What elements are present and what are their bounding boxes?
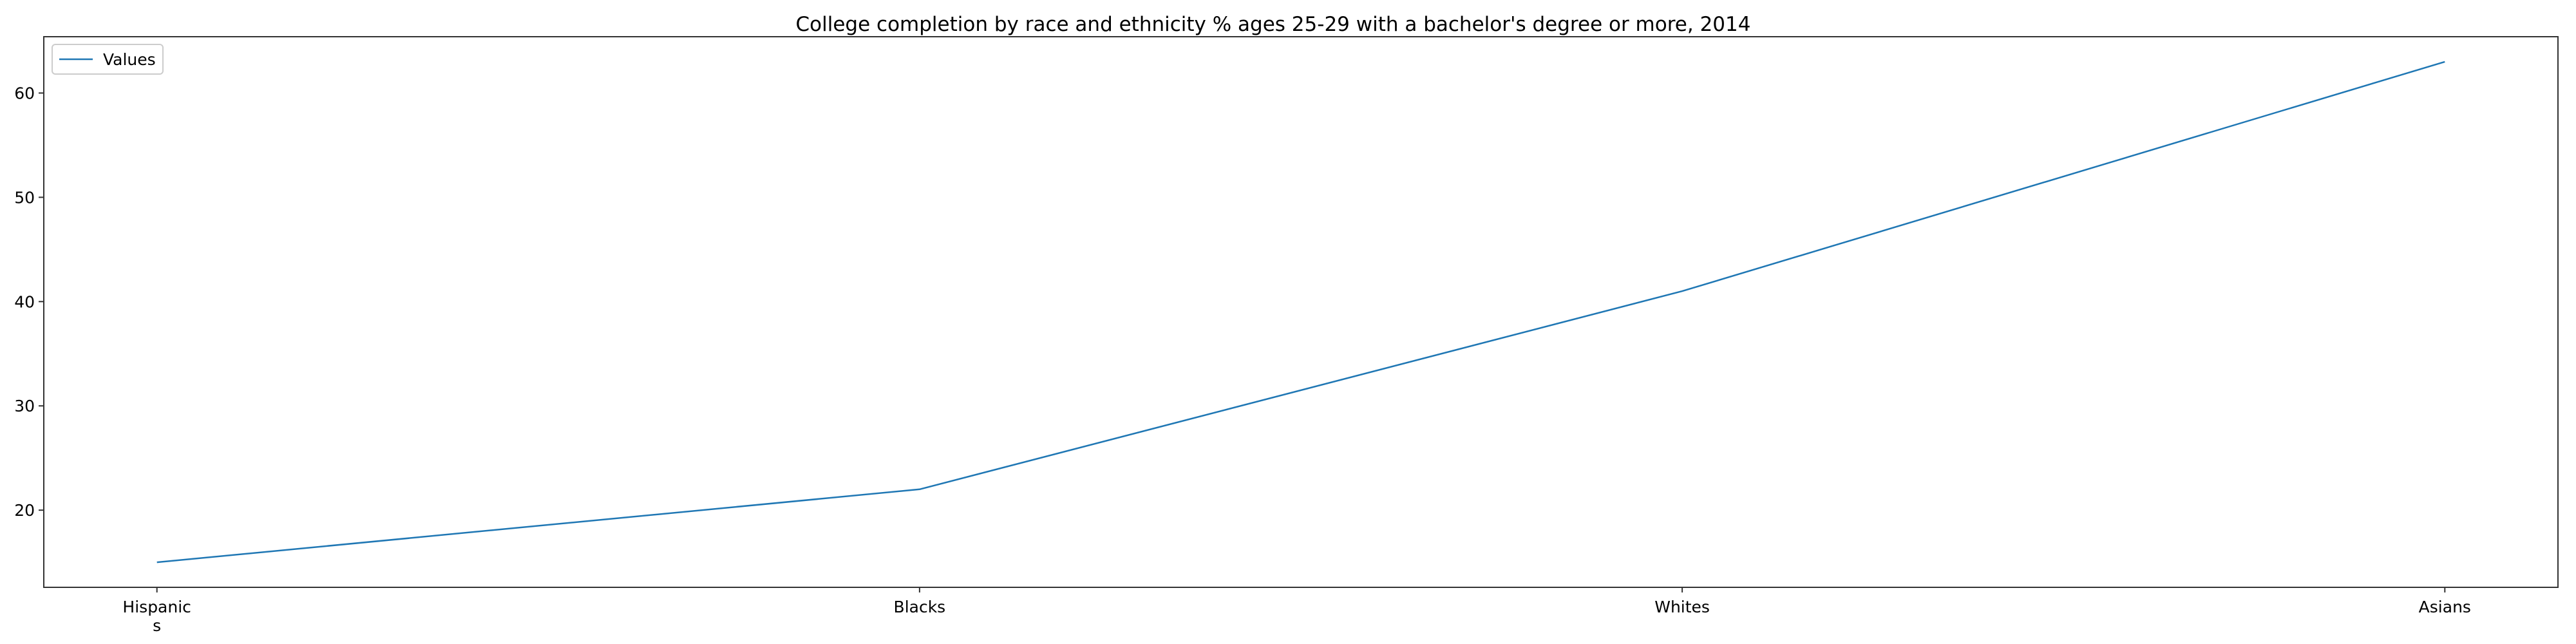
chart-title: College completion by race and ethnicity…: [796, 13, 1751, 36]
x-tick-label-0: Hispanic s: [122, 598, 191, 635]
x-tick-label-line: Blacks: [894, 598, 946, 616]
y-tick-label-2: 40: [14, 292, 35, 311]
legend: Values: [52, 44, 164, 75]
x-tick-label-line: Hispanic: [122, 598, 191, 616]
y-tick-label-0: 20: [14, 501, 35, 520]
plot-area: 20 30 40 50 60 Hispanic s Blacks Whites Asians: [14, 36, 2559, 635]
y-tick-label-4: 60: [14, 84, 35, 102]
x-tick-label-line: Whites: [1654, 598, 1710, 616]
x-tick-label-line: Asians: [2419, 598, 2471, 616]
y-tick-label-1: 30: [14, 397, 35, 415]
x-tick-label-line: s: [153, 616, 161, 635]
legend-label: Values: [103, 50, 156, 69]
x-tick-label-2: Whites: [1654, 598, 1710, 616]
legend-box: [52, 44, 164, 75]
axes-frame: [43, 36, 2559, 588]
x-tick-label-1: Blacks: [894, 598, 946, 616]
x-tick-label-3: Asians: [2419, 598, 2471, 616]
series-line-0: [156, 61, 2445, 564]
y-tick-label-3: 50: [14, 188, 35, 207]
